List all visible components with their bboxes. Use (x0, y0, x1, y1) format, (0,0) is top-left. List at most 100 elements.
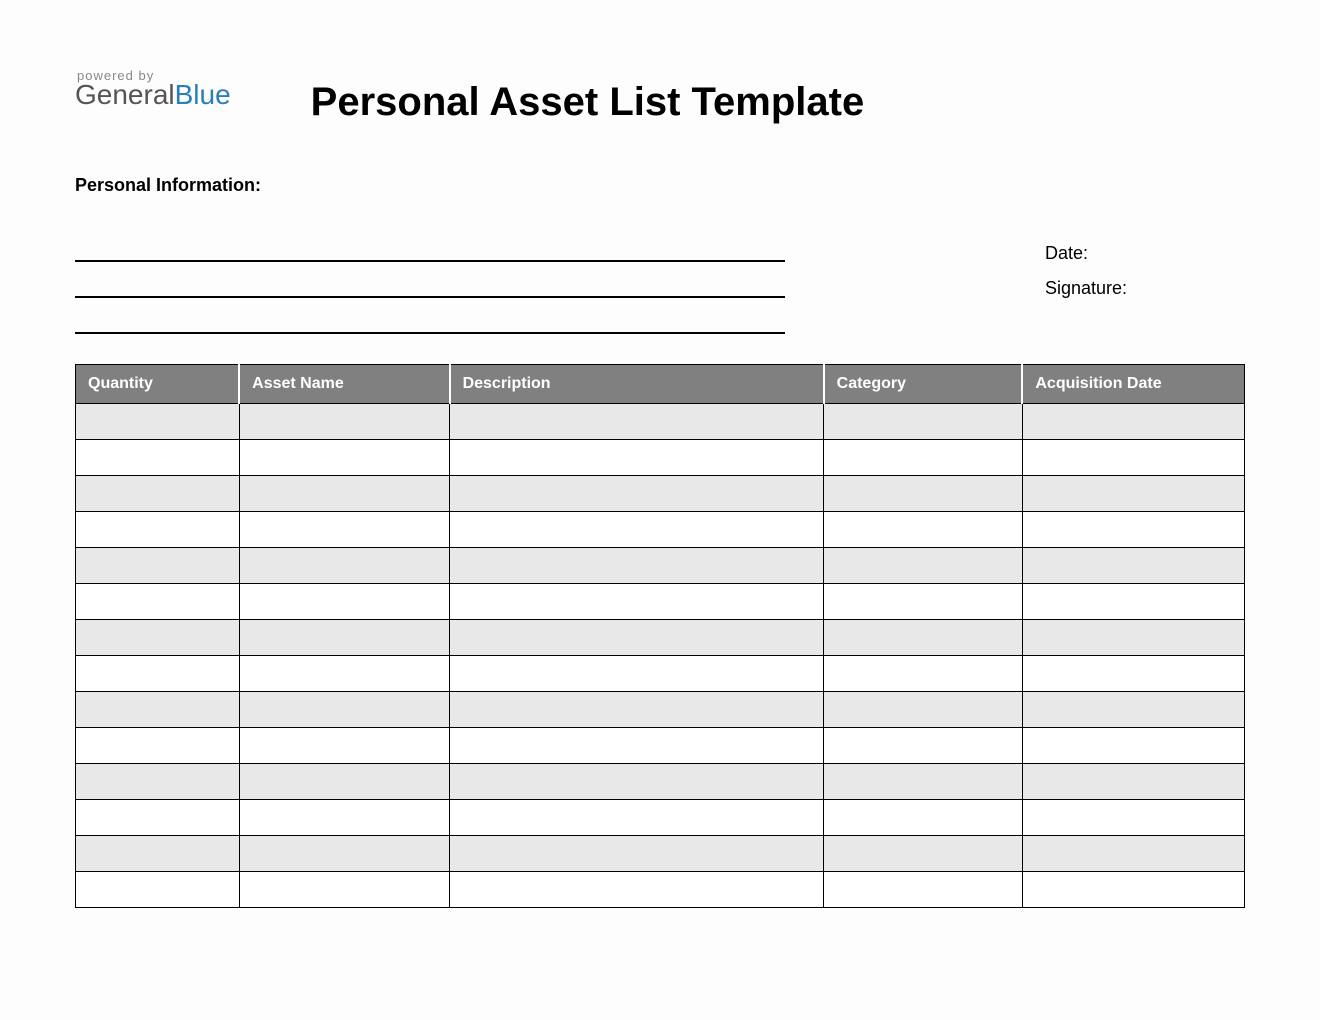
table-cell[interactable] (239, 512, 449, 548)
table-cell[interactable] (824, 512, 1023, 548)
table-cell[interactable] (1022, 692, 1244, 728)
table-cell[interactable] (239, 872, 449, 908)
table-cell[interactable] (824, 548, 1023, 584)
table-cell[interactable] (824, 584, 1023, 620)
table-cell[interactable] (239, 584, 449, 620)
table-cell[interactable] (76, 656, 240, 692)
signature-label: Signature: (1045, 278, 1245, 299)
table-cell[interactable] (1022, 800, 1244, 836)
table-cell[interactable] (239, 476, 449, 512)
table-cell[interactable] (76, 728, 240, 764)
table-cell[interactable] (1022, 476, 1244, 512)
table-cell[interactable] (76, 764, 240, 800)
asset-table: QuantityAsset NameDescriptionCategoryAcq… (75, 364, 1245, 908)
table-cell[interactable] (239, 656, 449, 692)
table-cell[interactable] (76, 836, 240, 872)
table-cell[interactable] (76, 800, 240, 836)
table-cell[interactable] (450, 836, 824, 872)
table-cell[interactable] (76, 476, 240, 512)
table-row (76, 404, 1245, 440)
personal-info-line-2[interactable] (75, 262, 785, 298)
table-cell[interactable] (76, 440, 240, 476)
table-cell[interactable] (239, 728, 449, 764)
table-cell[interactable] (76, 692, 240, 728)
table-cell[interactable] (824, 440, 1023, 476)
table-cell[interactable] (450, 548, 824, 584)
table-row (76, 440, 1245, 476)
column-header: Description (450, 365, 824, 404)
table-cell[interactable] (450, 728, 824, 764)
table-cell[interactable] (1022, 584, 1244, 620)
table-cell[interactable] (824, 404, 1023, 440)
table-cell[interactable] (824, 692, 1023, 728)
table-cell[interactable] (239, 800, 449, 836)
table-cell[interactable] (450, 872, 824, 908)
table-row (76, 512, 1245, 548)
table-cell[interactable] (450, 440, 824, 476)
table-cell[interactable] (824, 656, 1023, 692)
table-cell[interactable] (450, 512, 824, 548)
table-header-row: QuantityAsset NameDescriptionCategoryAcq… (76, 365, 1245, 404)
table-cell[interactable] (450, 404, 824, 440)
table-cell[interactable] (76, 872, 240, 908)
column-header: Category (824, 365, 1023, 404)
column-header: Asset Name (239, 365, 449, 404)
table-cell[interactable] (824, 620, 1023, 656)
page-title: Personal Asset List Template (311, 60, 865, 125)
table-cell[interactable] (1022, 440, 1244, 476)
table-cell[interactable] (239, 404, 449, 440)
table-cell[interactable] (1022, 548, 1244, 584)
table-cell[interactable] (1022, 656, 1244, 692)
table-cell[interactable] (450, 656, 824, 692)
table-cell[interactable] (239, 836, 449, 872)
personal-info-line-3[interactable] (75, 298, 785, 334)
date-label: Date: (1045, 243, 1245, 264)
table-cell[interactable] (1022, 620, 1244, 656)
table-row (76, 764, 1245, 800)
table-cell[interactable] (239, 548, 449, 584)
column-header: Acquisition Date (1022, 365, 1244, 404)
brand-logo: powered by GeneralBlue (75, 60, 231, 109)
table-cell[interactable] (824, 836, 1023, 872)
table-cell[interactable] (239, 764, 449, 800)
table-cell[interactable] (76, 512, 240, 548)
table-cell[interactable] (239, 440, 449, 476)
brand-blue: Blue (175, 79, 231, 110)
table-cell[interactable] (1022, 404, 1244, 440)
table-cell[interactable] (824, 872, 1023, 908)
table-cell[interactable] (239, 692, 449, 728)
table-cell[interactable] (824, 800, 1023, 836)
table-cell[interactable] (1022, 764, 1244, 800)
table-cell[interactable] (76, 404, 240, 440)
table-cell[interactable] (76, 620, 240, 656)
table-cell[interactable] (450, 620, 824, 656)
brand-name: GeneralBlue (75, 81, 231, 109)
table-cell[interactable] (450, 800, 824, 836)
column-header: Quantity (76, 365, 240, 404)
table-cell[interactable] (824, 728, 1023, 764)
table-cell[interactable] (1022, 512, 1244, 548)
table-cell[interactable] (1022, 872, 1244, 908)
table-row (76, 620, 1245, 656)
table-row (76, 476, 1245, 512)
personal-info-section: Personal Information: Date: Signature: (75, 175, 1245, 334)
table-row (76, 836, 1245, 872)
header: powered by GeneralBlue Personal Asset Li… (75, 60, 1245, 125)
table-row (76, 548, 1245, 584)
table-cell[interactable] (450, 692, 824, 728)
table-row (76, 872, 1245, 908)
brand-general: General (75, 79, 175, 110)
table-cell[interactable] (1022, 728, 1244, 764)
table-row (76, 584, 1245, 620)
table-cell[interactable] (450, 584, 824, 620)
table-cell[interactable] (450, 476, 824, 512)
table-cell[interactable] (1022, 836, 1244, 872)
table-cell[interactable] (76, 584, 240, 620)
table-cell[interactable] (824, 476, 1023, 512)
table-cell[interactable] (450, 764, 824, 800)
personal-info-line-1[interactable] (75, 226, 785, 262)
table-cell[interactable] (76, 548, 240, 584)
table-cell[interactable] (824, 764, 1023, 800)
table-row (76, 656, 1245, 692)
table-cell[interactable] (239, 620, 449, 656)
